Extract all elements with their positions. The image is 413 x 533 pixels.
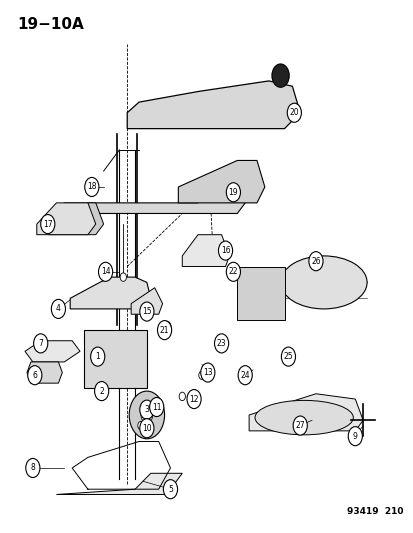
Circle shape (94, 382, 109, 401)
Circle shape (163, 480, 177, 499)
Circle shape (40, 215, 55, 233)
Text: 23: 23 (216, 339, 226, 348)
Text: 19: 19 (228, 188, 237, 197)
Text: 7: 7 (38, 339, 43, 348)
Text: 5: 5 (168, 484, 173, 494)
Ellipse shape (254, 400, 352, 435)
Text: 3: 3 (144, 405, 149, 414)
Circle shape (120, 273, 126, 281)
Polygon shape (249, 394, 362, 431)
Circle shape (271, 64, 289, 87)
Circle shape (347, 426, 361, 446)
Circle shape (200, 363, 214, 382)
Text: 4: 4 (56, 304, 61, 313)
Text: 16: 16 (220, 246, 230, 255)
Text: 1: 1 (95, 352, 100, 361)
Text: 24: 24 (240, 370, 249, 379)
Polygon shape (48, 203, 103, 235)
Text: 20: 20 (289, 108, 299, 117)
Text: 13: 13 (202, 368, 212, 377)
Polygon shape (37, 203, 95, 235)
Circle shape (198, 371, 204, 379)
Circle shape (281, 347, 295, 366)
Text: 21: 21 (159, 326, 169, 335)
Circle shape (28, 366, 42, 385)
Text: 22: 22 (228, 268, 237, 276)
Circle shape (140, 400, 154, 419)
Circle shape (161, 321, 171, 334)
Circle shape (51, 300, 65, 318)
Circle shape (187, 390, 201, 409)
Text: 14: 14 (100, 268, 110, 276)
Text: 17: 17 (43, 220, 52, 229)
Text: 2: 2 (99, 386, 104, 395)
Circle shape (287, 103, 301, 122)
Circle shape (237, 366, 252, 385)
Circle shape (157, 320, 171, 340)
Text: 6: 6 (32, 370, 37, 379)
Circle shape (140, 302, 154, 321)
Polygon shape (182, 235, 229, 266)
Text: 8: 8 (31, 464, 35, 472)
Circle shape (292, 416, 306, 435)
Text: 12: 12 (189, 394, 198, 403)
Polygon shape (178, 160, 264, 203)
Polygon shape (27, 362, 62, 383)
Circle shape (218, 241, 232, 260)
Circle shape (226, 262, 240, 281)
Polygon shape (88, 171, 249, 214)
Text: 18: 18 (87, 182, 96, 191)
Polygon shape (127, 81, 299, 128)
Circle shape (308, 252, 322, 271)
Circle shape (138, 421, 144, 430)
Text: 11: 11 (152, 402, 161, 411)
Ellipse shape (280, 256, 366, 309)
Circle shape (85, 177, 99, 197)
Text: 26: 26 (311, 257, 320, 265)
Circle shape (147, 403, 154, 411)
Circle shape (33, 334, 47, 353)
Polygon shape (237, 266, 284, 319)
Text: 10: 10 (142, 424, 151, 433)
Text: 93419  210: 93419 210 (347, 507, 403, 516)
Circle shape (98, 262, 112, 281)
Polygon shape (131, 288, 162, 314)
Circle shape (149, 398, 164, 417)
Circle shape (214, 334, 228, 353)
Circle shape (140, 419, 154, 438)
Text: 25: 25 (283, 352, 292, 361)
Text: 15: 15 (142, 307, 151, 316)
Text: 19−10A: 19−10A (17, 17, 84, 33)
Circle shape (90, 347, 104, 366)
Circle shape (26, 458, 40, 478)
Circle shape (226, 183, 240, 202)
Circle shape (129, 391, 164, 439)
Text: 27: 27 (295, 421, 304, 430)
Polygon shape (25, 341, 80, 362)
Text: 9: 9 (352, 432, 357, 441)
Polygon shape (70, 277, 150, 309)
Circle shape (179, 392, 185, 401)
Polygon shape (56, 473, 182, 495)
Polygon shape (84, 330, 147, 389)
